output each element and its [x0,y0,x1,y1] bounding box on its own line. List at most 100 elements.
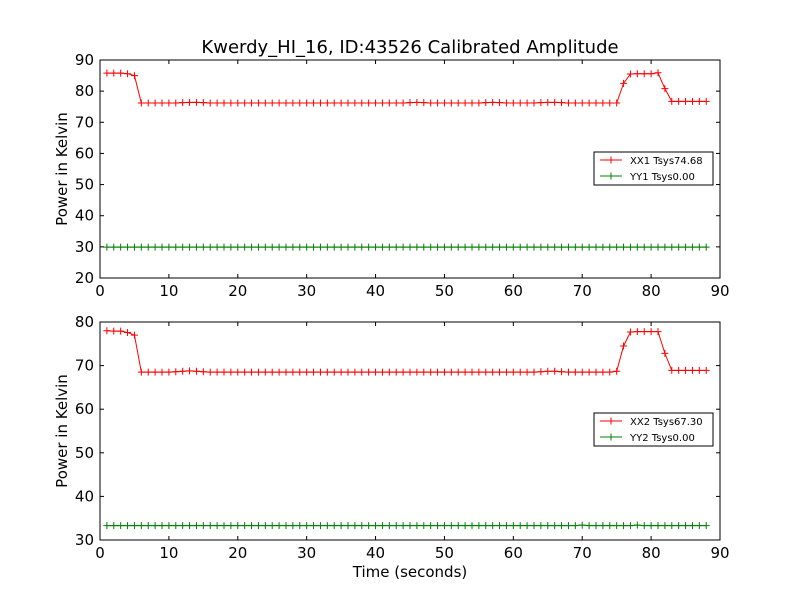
data-point [626,328,634,336]
data-point [344,243,352,251]
data-point [254,522,262,530]
data-point [275,99,283,107]
data-point [241,99,249,107]
data-point [392,522,400,530]
plot-frame [99,321,721,541]
data-point [647,328,655,336]
data-point [537,522,545,530]
data-point [496,243,504,251]
data-point [289,99,297,107]
data-point [186,243,194,251]
data-point [392,368,400,376]
data-point [551,522,559,530]
data-point [358,243,366,251]
data-point [496,368,504,376]
data-point [124,328,132,336]
data-point [130,522,138,530]
data-point [564,99,572,107]
data-point [427,368,435,376]
data-point [695,243,703,251]
data-point [578,243,586,251]
data-point [406,368,414,376]
data-point [124,522,132,530]
data-point [516,522,524,530]
data-point [606,99,614,107]
data-point [330,99,338,107]
data-point [316,99,324,107]
data-point [179,367,187,375]
data-point [158,99,166,107]
data-point [144,522,152,530]
y-tick-label: 70 [75,357,94,375]
data-point [282,522,290,530]
x-tick-label: 20 [228,282,247,300]
data-point [310,522,318,530]
data-point [454,99,462,107]
data-point [509,243,517,251]
data-point [606,368,614,376]
data-point [523,243,531,251]
data-point [447,243,455,251]
data-point [172,99,180,107]
y-tick-label: 40 [75,487,94,505]
legend: XX2 Tsys67.30 YY2 Tsys0.00 [593,412,714,447]
data-point [227,522,235,530]
data-point [675,522,683,530]
data-point [454,368,462,376]
data-point [117,522,125,530]
data-point [234,368,242,376]
y-tick-label: 50 [75,444,94,462]
data-point [248,522,256,530]
data-point [620,79,628,87]
data-point [179,243,187,251]
data-point [558,368,566,376]
data-point [385,522,393,530]
data-point [268,243,276,251]
data-point [537,99,545,107]
data-point [372,243,380,251]
data-point [158,522,166,530]
data-point [502,522,510,530]
data-point [530,243,538,251]
data-point [165,368,173,376]
x-tick-label: 0 [95,544,105,562]
data-point [316,368,324,376]
data-point [461,368,469,376]
data-point [544,243,552,251]
data-point [213,368,221,376]
data-point [310,243,318,251]
x-tick-label: 80 [642,282,661,300]
data-point [551,243,559,251]
data-point [564,522,572,530]
data-point [275,368,283,376]
data-point [682,522,690,530]
plot-panel-2: 0 10 20 30 40 50 60 70 80 90 30 40 50 60 70 80 Power in … [53,313,730,562]
data-point [626,70,634,78]
data-point [365,243,373,251]
data-point [254,99,262,107]
data-point [103,69,111,77]
data-point [303,522,311,530]
data-point [454,243,462,251]
data-point [682,243,690,251]
data-point [316,522,324,530]
data-point [248,243,256,251]
data-point [151,99,159,107]
legend-marker [607,417,615,425]
y-tick-label: 70 [75,113,94,131]
data-point [496,522,504,530]
data-point [420,368,428,376]
data-point [213,243,221,251]
data-point [668,522,676,530]
data-point [640,522,648,530]
data-point [372,368,380,376]
x-tick-label: 50 [435,544,454,562]
data-point [620,342,628,350]
data-point [702,366,710,374]
data-point [558,99,566,107]
data-point [199,522,207,530]
data-point [323,368,331,376]
data-point [647,70,655,78]
data-point [599,368,607,376]
